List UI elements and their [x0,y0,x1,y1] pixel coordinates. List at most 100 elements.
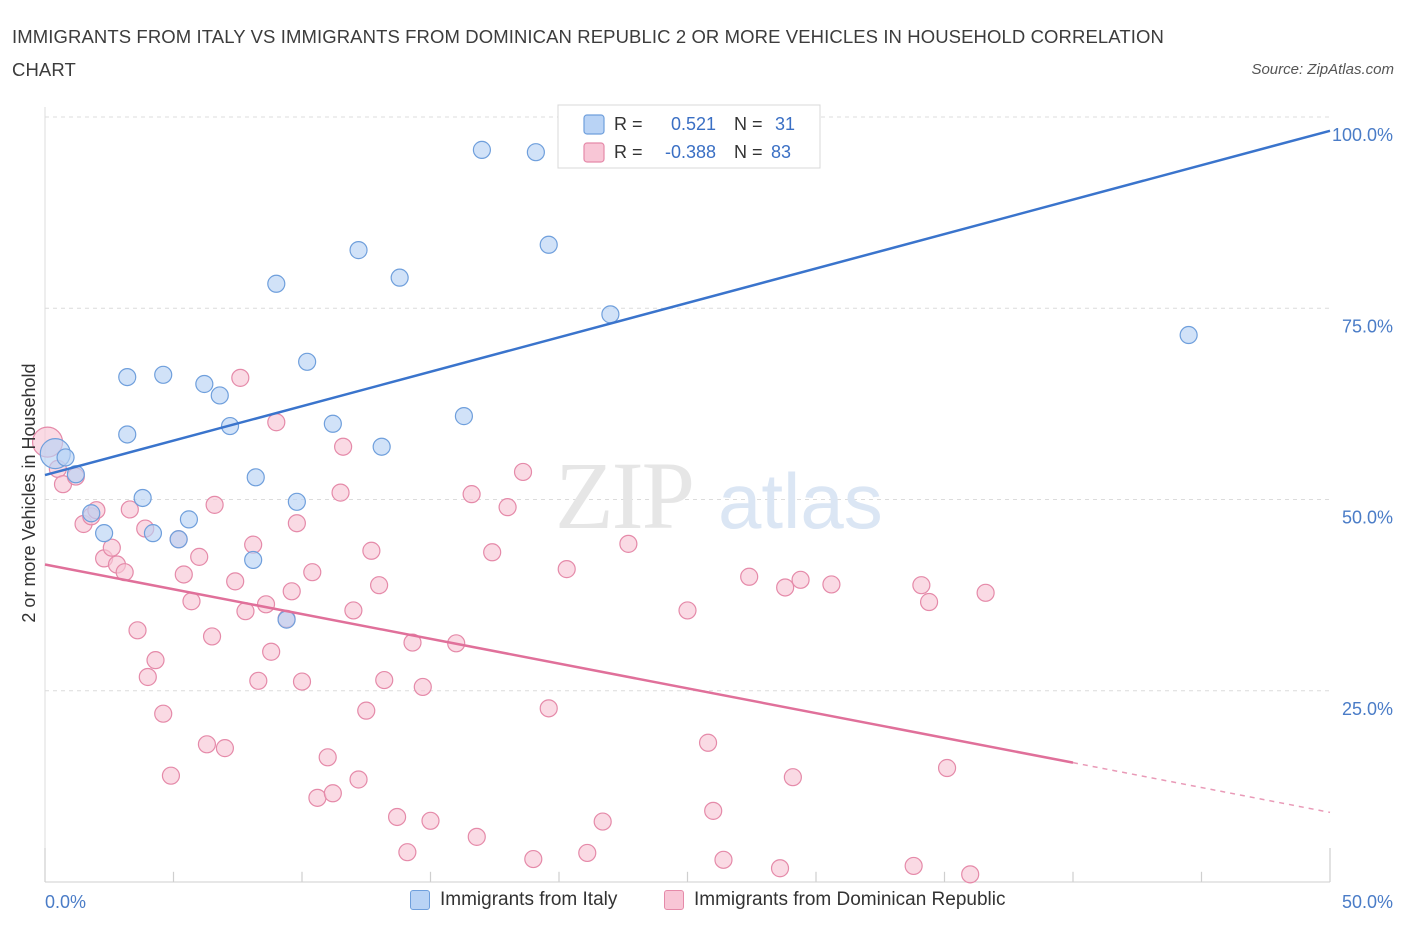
point-italy-22 [349,241,368,260]
bottom-legend-label-dr: Immigrants from Dominican Republic [694,889,1006,910]
point-dr-41 [323,784,342,803]
point-dr-73 [776,578,795,597]
point-italy-27 [526,143,545,162]
point-italy-13 [210,386,229,405]
point-dr-68 [698,733,718,752]
point-dr-62 [539,699,558,718]
bottom-legend-italy: Immigrants from Italy [410,889,617,911]
point-dr-78 [912,576,931,595]
point-italy-10 [169,530,188,549]
legend-italy-n-label: N = [734,114,763,134]
point-dr-12 [128,621,147,640]
point-dr-77 [904,856,923,876]
point-italy-4 [95,524,114,543]
point-italy-11 [179,510,199,529]
point-italy-17 [267,274,286,293]
point-italy-3 [82,504,101,523]
trend-line-dr-extension [1072,761,1331,814]
point-dr-30 [249,671,268,690]
point-dr-31 [256,595,276,614]
point-italy-6 [118,425,137,444]
x-tick-label-50: 50.0% [1342,892,1393,912]
y-axis-label: 2 or more Vehicles in Household [19,363,39,622]
legend-swatch-italy [583,114,605,135]
point-dr-19 [174,565,193,584]
point-dr-50 [387,807,407,827]
legend-italy-r-value: 0.521 [671,114,716,134]
point-dr-81 [976,583,995,602]
point-dr-59 [498,498,517,517]
point-dr-63 [557,560,576,579]
point-dr-67 [678,601,697,620]
point-italy-30 [1179,325,1198,345]
point-dr-74 [783,768,802,787]
point-italy-29 [601,305,620,324]
bottom-legend-dr: Immigrants from Dominican Republic [664,889,1006,911]
point-dr-71 [740,567,759,586]
point-italy-20 [298,352,317,371]
point-dr-16 [154,704,173,723]
bottom-legend-label-italy: Immigrants from Italy [440,889,618,910]
point-dr-48 [370,576,389,595]
y-tick-label-25: 25.0% [1342,699,1393,719]
point-dr-39 [308,788,327,807]
point-dr-56 [462,485,481,504]
point-dr-70 [714,850,733,869]
point-dr-32 [262,642,281,661]
point-dr-38 [303,563,322,582]
point-italy-28 [539,235,558,254]
point-dr-33 [267,413,286,432]
point-dr-66 [619,534,638,553]
legend-swatch-dr [583,142,605,163]
point-dr-82 [961,865,980,884]
point-dr-64 [578,843,597,863]
point-italy-18 [277,610,296,629]
point-dr-47 [362,541,381,560]
point-italy-15 [244,550,263,570]
trend-line-dr [44,563,1074,764]
point-dr-57 [467,827,486,846]
watermark-atlas: atlas [718,457,883,545]
point-dr-24 [205,495,224,514]
point-italy-23 [372,437,391,456]
legend-box: R = 0.521 N = 31 R = -0.388 N = 83 [557,104,821,169]
axes [44,107,1331,883]
series-italy-points [39,140,1198,629]
point-dr-61 [524,849,543,869]
point-dr-29 [244,535,263,554]
point-italy-19 [287,492,306,511]
point-italy-16 [246,468,265,487]
point-dr-11 [120,500,139,519]
y-tick-label-100: 100.0% [1332,125,1393,145]
point-dr-80 [937,758,957,778]
y-tick-label-50: 50.0% [1342,508,1393,528]
point-italy-8 [143,524,163,543]
legend-dr-r-value: -0.388 [665,142,716,162]
point-dr-51 [398,843,417,862]
point-dr-15 [146,651,165,670]
point-italy-21 [323,414,342,433]
point-dr-53 [413,677,432,697]
point-dr-21 [190,547,209,566]
point-dr-72 [770,859,790,878]
point-dr-54 [421,811,440,830]
legend-dr-n-label: N = [734,142,763,162]
point-dr-43 [334,437,353,456]
point-dr-25 [215,739,234,758]
point-italy-26 [472,140,491,159]
point-dr-52 [403,633,422,652]
y-tick-labels: 100.0% 75.0% 50.0% 25.0% [1332,125,1393,719]
point-dr-35 [282,582,301,601]
bottom-legend: Immigrants from Italy Immigrants from Do… [0,889,1406,915]
point-dr-23 [202,627,222,646]
point-dr-79 [919,592,939,612]
point-italy-7 [133,488,152,508]
point-dr-45 [349,770,368,789]
point-italy-12 [195,374,214,394]
point-dr-69 [704,801,723,820]
point-dr-14 [138,667,157,687]
legend-dr-n-value: 83 [771,142,791,162]
point-dr-36 [287,514,306,533]
trend-line-italy [44,129,1331,477]
point-dr-58 [483,543,502,562]
